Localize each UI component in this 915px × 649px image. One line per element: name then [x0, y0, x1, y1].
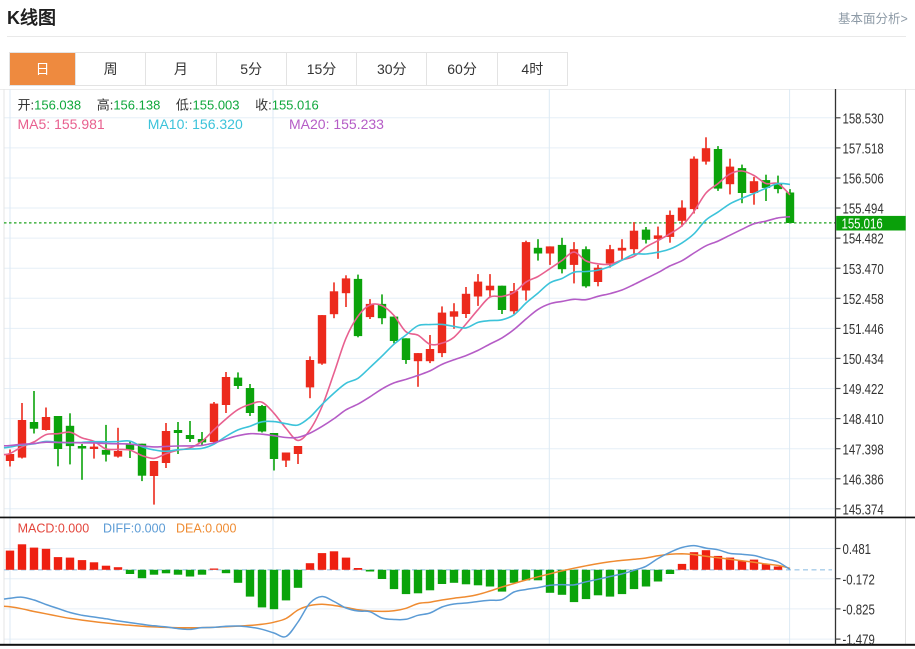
svg-text:MA10: 156.320: MA10: 156.320: [148, 116, 243, 132]
svg-text:MACD:0.000: MACD:0.000: [18, 522, 90, 536]
svg-text:-0.825: -0.825: [843, 602, 875, 619]
svg-text:收:155.016: 收:155.016: [255, 98, 319, 113]
svg-text:155.016: 155.016: [842, 215, 883, 232]
svg-text:157.518: 157.518: [843, 141, 884, 158]
svg-text:低:155.003: 低:155.003: [176, 98, 240, 113]
svg-text:0.481: 0.481: [843, 541, 872, 558]
svg-text:155.494: 155.494: [843, 201, 884, 218]
svg-text:MA20: 155.233: MA20: 155.233: [289, 116, 384, 132]
svg-text:150.434: 150.434: [843, 351, 884, 368]
svg-text:145.374: 145.374: [843, 501, 884, 518]
svg-text:147.398: 147.398: [843, 441, 884, 458]
svg-text:DEA:0.000: DEA:0.000: [176, 522, 237, 536]
svg-text:153.470: 153.470: [843, 261, 884, 278]
svg-text:156.506: 156.506: [843, 171, 884, 188]
svg-text:149.422: 149.422: [843, 381, 884, 398]
svg-text:148.410: 148.410: [843, 411, 884, 428]
svg-text:-1.479: -1.479: [843, 632, 875, 649]
svg-text:高:156.138: 高:156.138: [97, 98, 161, 113]
svg-text:152.458: 152.458: [843, 291, 884, 308]
svg-text:146.386: 146.386: [843, 471, 884, 488]
svg-text:-0.172: -0.172: [843, 571, 875, 588]
svg-text:154.482: 154.482: [843, 231, 884, 248]
svg-text:158.530: 158.530: [843, 110, 884, 127]
svg-text:151.446: 151.446: [843, 321, 884, 338]
svg-text:开:156.038: 开:156.038: [18, 98, 82, 113]
svg-text:DIFF:0.000: DIFF:0.000: [103, 522, 166, 536]
svg-text:MA5: 155.981: MA5: 155.981: [18, 116, 105, 132]
